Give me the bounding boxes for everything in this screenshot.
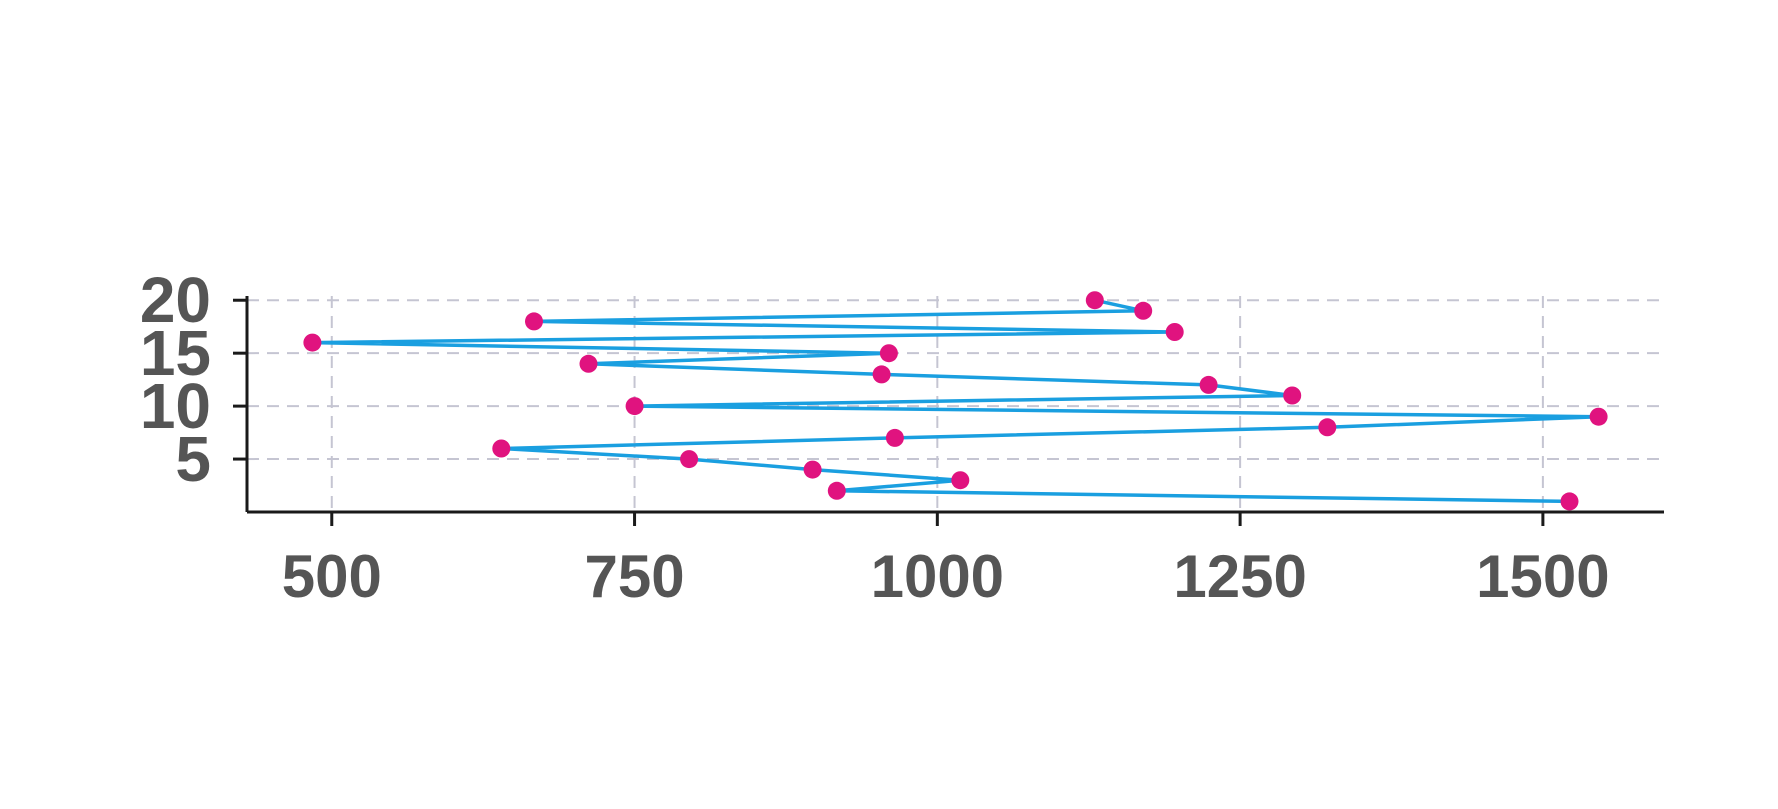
data-point <box>1283 386 1302 405</box>
x-tick-label: 750 <box>585 543 685 610</box>
data-point <box>879 344 898 363</box>
data-point <box>885 428 904 447</box>
data-point <box>525 312 543 331</box>
data-point <box>579 354 598 373</box>
x-tick-label: 500 <box>282 543 382 610</box>
x-tick-label: 1250 <box>1173 543 1306 610</box>
data-point <box>1560 492 1579 511</box>
y-tick-label: 5 <box>175 423 211 495</box>
data-point <box>1318 418 1337 437</box>
series-line <box>310 298 1601 504</box>
data-point <box>1165 323 1184 341</box>
data-point <box>1199 375 1218 394</box>
x-tick-label: 1000 <box>871 543 1004 610</box>
y-tick-label: 20 <box>140 264 211 336</box>
data-point <box>951 471 970 490</box>
data-point <box>827 481 846 500</box>
axes <box>233 296 1664 526</box>
data-point <box>680 450 699 469</box>
data-point <box>492 439 511 458</box>
data-point <box>1085 291 1104 310</box>
data-point <box>803 460 822 479</box>
grid-lines <box>247 296 1664 512</box>
data-point <box>1589 407 1608 426</box>
y-tick-label: 10 <box>140 370 211 442</box>
data-point <box>872 365 891 384</box>
data-point <box>303 333 322 352</box>
data-point <box>625 397 644 416</box>
y-tick-label: 15 <box>140 317 211 389</box>
x-tick-label: 1500 <box>1476 543 1609 610</box>
data-point <box>1134 301 1153 320</box>
series-layer <box>303 291 1608 511</box>
